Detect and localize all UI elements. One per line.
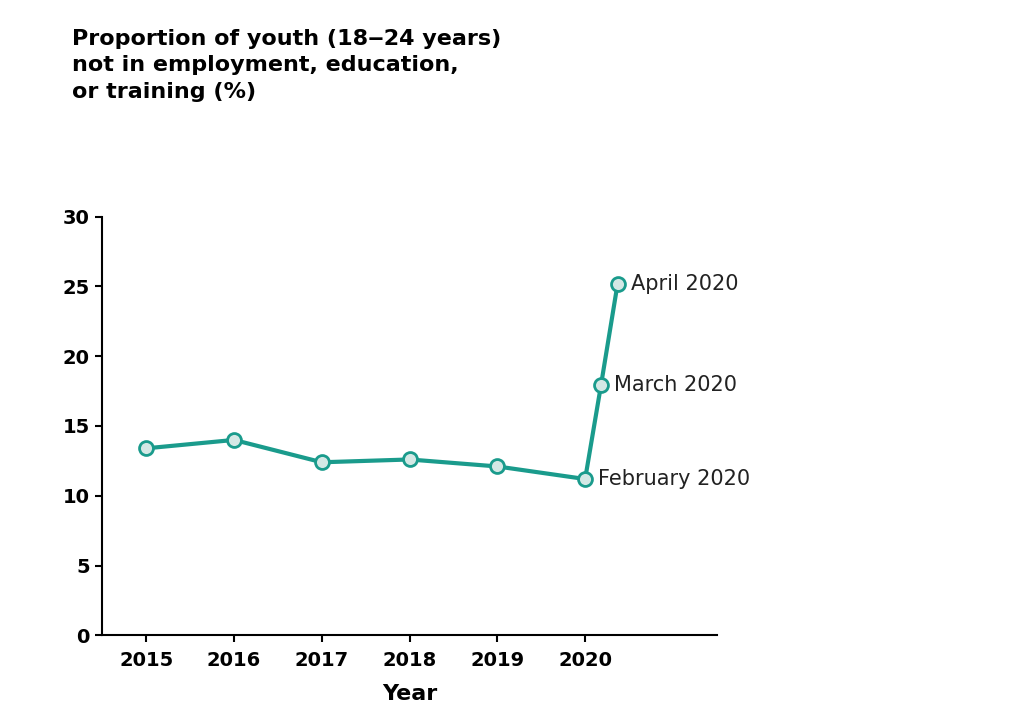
Text: April 2020: April 2020 (631, 274, 738, 294)
Text: March 2020: March 2020 (614, 375, 737, 396)
X-axis label: Year: Year (382, 684, 437, 703)
Text: February 2020: February 2020 (598, 469, 751, 489)
Text: Proportion of youth (18‒24 years)
not in employment, education,
or training (%): Proportion of youth (18‒24 years) not in… (72, 29, 501, 102)
